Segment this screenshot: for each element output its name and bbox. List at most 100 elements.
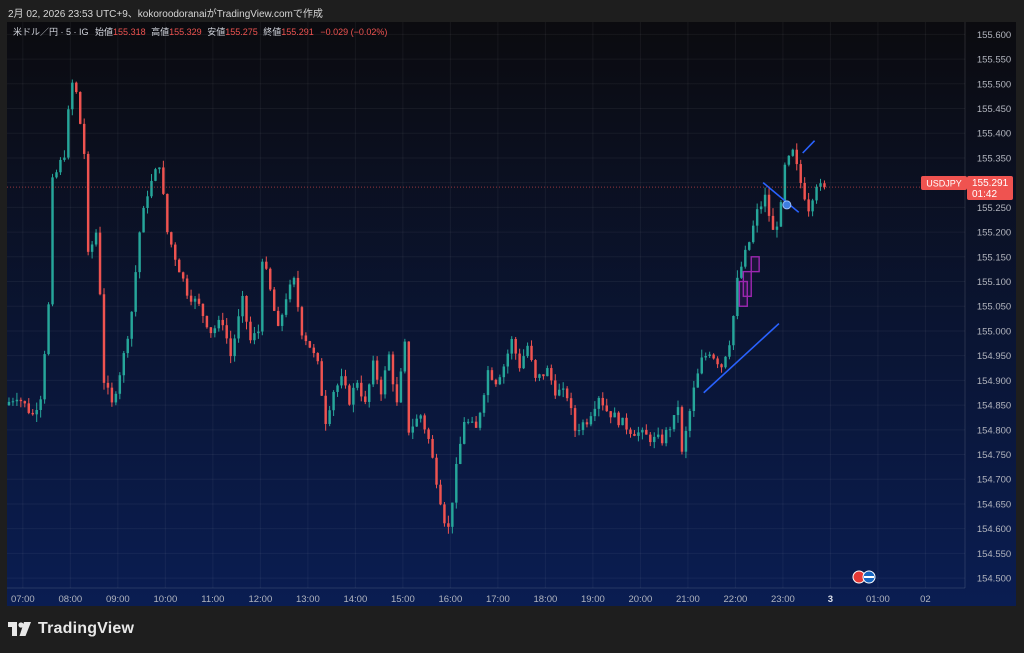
x-tick-label: 19:00 (581, 594, 605, 605)
candle-body (498, 377, 502, 385)
candle-body (166, 193, 169, 233)
x-tick-label: 11:00 (201, 594, 224, 605)
candle-body (573, 408, 577, 431)
candle-body (237, 316, 240, 339)
legend-change: −0.029 (−0.02%) (320, 27, 387, 37)
candle-body (19, 399, 23, 402)
candle-body (787, 155, 791, 165)
candle-body (59, 159, 62, 173)
grid-lines (7, 22, 965, 588)
legend-open-value: 155.318 (113, 27, 146, 37)
candle-body (118, 375, 122, 394)
candle-body (356, 382, 359, 388)
candle-body (490, 370, 494, 380)
candle-body (641, 429, 644, 433)
candle-body (177, 259, 181, 273)
event-icons[interactable] (852, 570, 876, 584)
candle-body (637, 432, 640, 436)
candle-body (375, 360, 379, 380)
candle-body (660, 434, 664, 444)
candle-body (399, 371, 403, 403)
candle-body (534, 360, 537, 378)
candle-body (613, 412, 616, 418)
candle-body (249, 321, 252, 341)
candle-body (577, 430, 581, 432)
candle-body (364, 396, 367, 402)
candle-body (720, 364, 723, 368)
x-tick-label: 16:00 (438, 594, 462, 605)
candle-body (581, 422, 585, 431)
x-tick-label: 09:00 (106, 594, 130, 605)
candle-body (807, 199, 810, 212)
candle-body (783, 164, 787, 203)
candle-body (280, 314, 284, 326)
y-tick-label: 155.450 (977, 104, 1011, 115)
candle-body (134, 272, 137, 312)
candle-countdown: 01:42 (972, 189, 997, 200)
candle-body (791, 149, 795, 156)
candle-body (225, 325, 228, 339)
trendline-drawing (802, 140, 816, 154)
x-tick-label: 08:00 (58, 594, 82, 605)
candle-body (811, 200, 814, 212)
candle-body (478, 412, 482, 428)
x-tick-label: 22:00 (724, 594, 748, 605)
candle-body (823, 183, 826, 188)
tradingview-logo[interactable]: TradingView (8, 620, 134, 638)
candle-body (336, 385, 339, 392)
candle-body (90, 244, 94, 252)
chart-caption: 2月 02, 2026 23:53 UTC+9、kokoroodoranaiがT… (8, 9, 323, 20)
x-tick-label: 07:00 (11, 594, 35, 605)
candle-body (158, 167, 161, 170)
candle-body (27, 403, 30, 413)
drawing-annotations[interactable] (703, 140, 816, 394)
candle-body (395, 384, 399, 403)
plot-background (7, 22, 1016, 606)
x-tick-label: 10:00 (153, 594, 177, 605)
legend-low-label: 安値 (207, 26, 225, 37)
candle-body (86, 153, 90, 252)
x-tick-label: 21:00 (676, 594, 700, 605)
candle-body (292, 277, 296, 285)
candle-body (181, 272, 185, 279)
candle-body (451, 502, 454, 527)
candle-body (229, 338, 232, 357)
candle-body (664, 429, 668, 444)
candle-body (716, 358, 719, 365)
candle-body (67, 109, 70, 158)
x-tick-label: 01:00 (866, 594, 890, 605)
candle-body (371, 360, 375, 385)
candle-body (304, 335, 308, 342)
candle-body (550, 368, 553, 381)
candle-body (771, 215, 775, 230)
candle-body (732, 316, 735, 346)
candle-body (459, 443, 462, 464)
candle-body (700, 357, 703, 374)
candle-body (197, 298, 201, 304)
candle-body (387, 354, 391, 371)
candle-body (284, 299, 288, 315)
candle-body (269, 268, 272, 290)
candle-body (352, 387, 355, 405)
candle-body (106, 382, 110, 388)
price-chart[interactable]: 155.600 155.550 155.500 155.450 155.400 155.3… (7, 22, 1016, 606)
x-tick-label: 12:00 (248, 594, 272, 605)
symbol-label-text: USDJPY (926, 179, 962, 189)
candle-body (629, 429, 632, 434)
candle-body (672, 415, 676, 430)
candle-body (272, 289, 276, 311)
candle-body (514, 338, 517, 354)
candle-body (526, 345, 529, 357)
candle-body (439, 484, 442, 505)
candle-body (245, 295, 248, 322)
candle-body (799, 164, 802, 183)
candle-body (340, 376, 343, 386)
candle-body (51, 177, 54, 305)
candle-body (170, 232, 173, 245)
candle-body (427, 429, 430, 439)
chart-caption-bar: 2月 02, 2026 23:53 UTC+9、kokoroodoranaiがT… (0, 0, 1024, 22)
candle-body (625, 417, 628, 430)
candle-body (609, 411, 612, 418)
candle-body (288, 284, 292, 300)
candle-body (605, 405, 608, 412)
